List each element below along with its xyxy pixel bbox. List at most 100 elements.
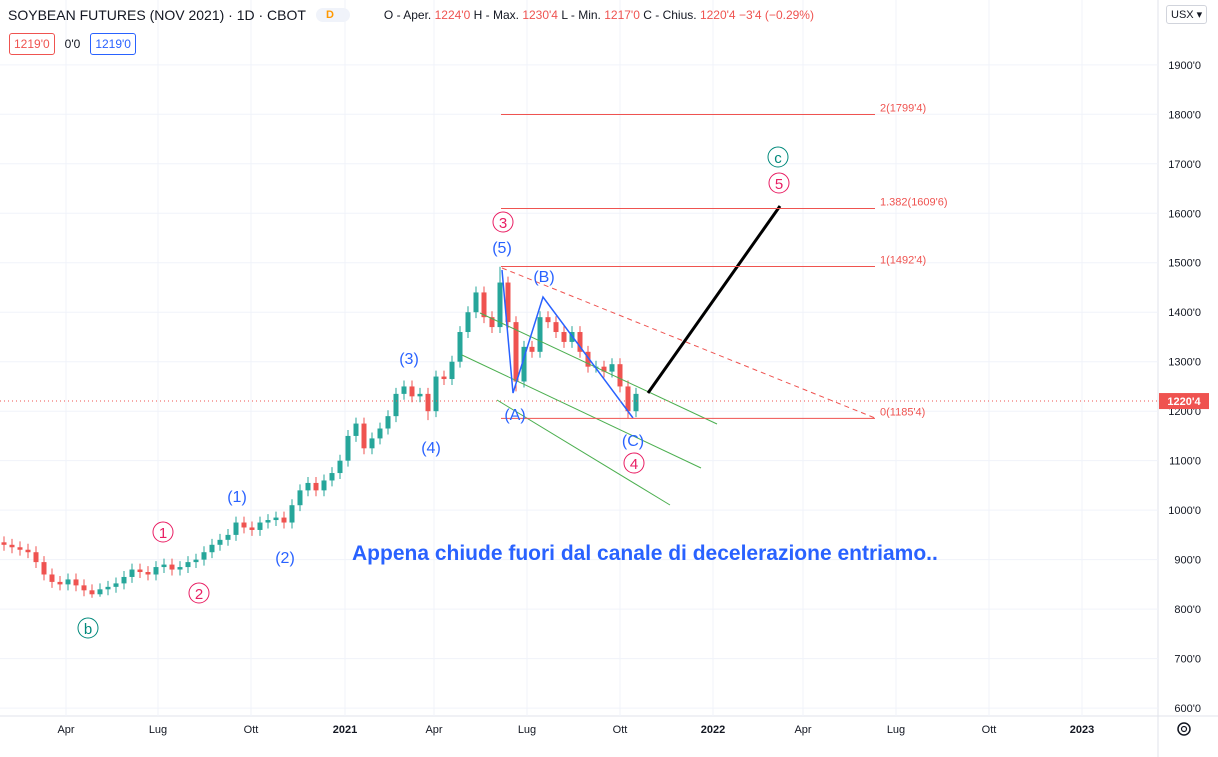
- wave-label: 5: [775, 176, 783, 193]
- candle-body: [505, 282, 511, 323]
- readout-change: −3'4 (−0.29%): [738, 8, 814, 22]
- x-tick-label: Apr: [425, 724, 442, 736]
- wave-line: [501, 269, 634, 419]
- wave-circle: [767, 146, 789, 168]
- candle-body: [225, 534, 231, 540]
- sell-button[interactable]: 1219'0: [9, 33, 55, 55]
- wave-circle: [623, 452, 645, 474]
- channel-line: [479, 312, 718, 425]
- candle-body: [305, 482, 311, 491]
- wave-label: (4): [421, 440, 441, 457]
- candle-body: [33, 552, 39, 563]
- candle-body: [489, 317, 495, 328]
- candle-body: [433, 376, 439, 412]
- candle-body: [321, 480, 327, 491]
- candle-body: [345, 435, 351, 461]
- x-tick-label: Lug: [149, 724, 167, 736]
- wave-label: c: [774, 150, 782, 167]
- settings-icon[interactable]: [1177, 722, 1191, 736]
- candle-body: [633, 393, 639, 412]
- order-buttons: 1219'0 0'0 1219'0: [9, 33, 136, 55]
- y-tick-label: 1700'0: [1168, 159, 1201, 171]
- candle-body: [529, 346, 535, 352]
- buy-button[interactable]: 1219'0: [90, 33, 136, 55]
- fib-label: 2(1799'4): [880, 103, 926, 115]
- candle-body: [625, 386, 631, 412]
- candle-body: [473, 292, 479, 313]
- candle-body: [249, 527, 255, 530]
- price-axis-bg: [1158, 0, 1218, 757]
- wave-label: (3): [399, 351, 419, 368]
- wave-circle: [152, 521, 174, 543]
- currency[interactable]: USX: [1171, 9, 1194, 21]
- readout-label: C - Chius.: [643, 8, 697, 22]
- axes: 600'0700'0800'0900'01000'01100'01200'013…: [0, 60, 1209, 736]
- y-tick-label: 700'0: [1174, 654, 1201, 666]
- candle-body: [129, 569, 135, 577]
- last-price-label: 1220'4: [1167, 396, 1201, 408]
- candle-body: [281, 517, 287, 523]
- y-tick-label: 800'0: [1174, 604, 1201, 616]
- candle-body: [193, 559, 199, 563]
- candle-body: [393, 393, 399, 417]
- candle-body: [561, 332, 567, 342]
- wave-label: 4: [630, 456, 638, 473]
- x-tick-label: Ott: [982, 724, 997, 736]
- x-tick-label: Ott: [613, 724, 628, 736]
- status-badge[interactable]: D: [315, 8, 350, 22]
- gear-center[interactable]: [1180, 725, 1188, 733]
- candle-body: [553, 322, 559, 333]
- y-tick-label: 1100'0: [1169, 456, 1201, 468]
- candles: [1, 266, 639, 598]
- candle-body: [361, 423, 367, 449]
- candle-body: [89, 590, 95, 595]
- grid: [0, 0, 1158, 716]
- wave-label: (B): [533, 269, 554, 286]
- candle-body: [233, 522, 239, 535]
- candle-body: [1, 542, 7, 545]
- candle-body: [601, 366, 607, 372]
- x-tick-label: Lug: [518, 724, 536, 736]
- candle-body: [121, 576, 127, 584]
- gear[interactable]: [1177, 722, 1191, 736]
- last-price-tag: [1159, 393, 1209, 410]
- candle-body: [417, 393, 423, 397]
- x-tick-label: 2023: [1070, 724, 1094, 736]
- channel-line: [461, 354, 702, 469]
- wave-label: 2: [195, 586, 203, 603]
- wave-label: (1): [227, 489, 247, 506]
- x-tick-label: Ott: [244, 724, 259, 736]
- candle-body: [41, 562, 47, 575]
- y-tick-label: 600'0: [1174, 703, 1201, 715]
- candle-body: [585, 351, 591, 367]
- y-tick-label: 900'0: [1174, 555, 1201, 567]
- channel-line: [496, 399, 671, 506]
- candle-body: [241, 522, 247, 528]
- candle-body: [617, 364, 623, 387]
- candle-body: [137, 569, 143, 573]
- candle-body: [441, 376, 447, 380]
- y-tick-label: 1900'0: [1168, 60, 1201, 72]
- annotation: Appena chiude fuori dal canale di decele…: [352, 542, 938, 565]
- candle-body: [25, 549, 31, 553]
- wave-circle: [492, 211, 514, 233]
- readout-value: 1220'4: [699, 8, 736, 22]
- candle-body: [313, 482, 319, 491]
- candle-body: [97, 589, 103, 595]
- candle-body: [265, 520, 271, 523]
- candle-body: [513, 322, 519, 382]
- candle-body: [481, 292, 487, 318]
- candle-body: [113, 583, 119, 587]
- candle-body: [385, 416, 391, 429]
- symbol-title[interactable]: SOYBEAN FUTURES (NOV 2021) · 1D · CBOT: [8, 7, 306, 23]
- spread: 0'0: [64, 37, 81, 51]
- fib-label: 0(1185'4): [880, 406, 925, 418]
- y-tick-label: 1800'0: [1168, 109, 1201, 121]
- candle-body: [145, 572, 151, 575]
- wave-circle: [188, 582, 210, 604]
- fib-label: 1(1492'4): [880, 254, 926, 266]
- readout-value: 1224'0: [434, 8, 471, 22]
- currency-select[interactable]: USX ▾: [1166, 5, 1208, 24]
